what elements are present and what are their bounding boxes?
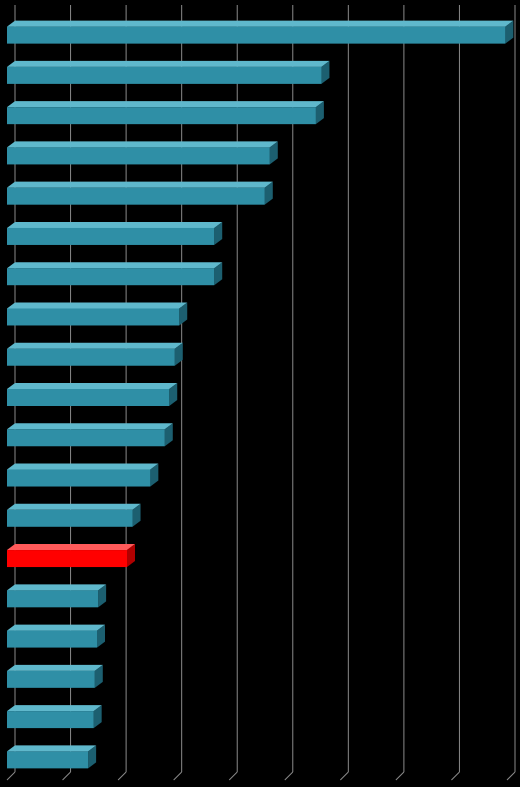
gridline-foot-4 bbox=[228, 771, 238, 781]
bar-top-8 bbox=[7, 302, 188, 309]
bar-top-14 bbox=[7, 544, 135, 551]
bar-16 bbox=[7, 624, 105, 648]
bar-side-10 bbox=[169, 383, 178, 406]
bar-top-6 bbox=[7, 221, 223, 228]
gridline-foot-5 bbox=[284, 771, 294, 781]
bar-14 bbox=[7, 544, 135, 568]
bar-2 bbox=[7, 60, 330, 84]
bar-18 bbox=[7, 705, 102, 729]
bar-19 bbox=[7, 745, 97, 769]
bar-side-14 bbox=[127, 544, 135, 568]
bar-front-3 bbox=[7, 107, 316, 125]
bar-top-12 bbox=[7, 463, 159, 470]
bar-9 bbox=[7, 342, 183, 366]
bar-front-13 bbox=[7, 509, 133, 527]
bar-10 bbox=[7, 383, 178, 406]
bar-front-4 bbox=[7, 147, 270, 165]
gridline-foot-6 bbox=[339, 771, 349, 781]
bar-side-6 bbox=[214, 221, 223, 245]
bar-side-17 bbox=[94, 664, 103, 688]
bar-top-1 bbox=[7, 20, 514, 27]
bars bbox=[7, 20, 514, 769]
bar-side-7 bbox=[214, 262, 223, 286]
bar-front-19 bbox=[7, 751, 89, 769]
bar-front-6 bbox=[7, 227, 215, 245]
bar-front-12 bbox=[7, 469, 151, 487]
bar-front-2 bbox=[7, 66, 322, 84]
bar-top-18 bbox=[7, 705, 102, 712]
bar-12 bbox=[7, 463, 159, 487]
gridline-foot-2 bbox=[117, 771, 127, 781]
bar-4 bbox=[7, 141, 278, 165]
bar-front-9 bbox=[7, 348, 175, 366]
bar-3 bbox=[7, 101, 324, 125]
bar-17 bbox=[7, 664, 103, 688]
bar-front-14 bbox=[7, 550, 127, 568]
bar-top-16 bbox=[7, 624, 105, 631]
bar-side-16 bbox=[97, 624, 105, 648]
bar-side-2 bbox=[321, 60, 330, 84]
bar-side-4 bbox=[269, 141, 278, 165]
bar-11 bbox=[7, 423, 173, 447]
bar-side-18 bbox=[93, 705, 102, 729]
bar-1 bbox=[7, 20, 514, 44]
bar-front-17 bbox=[7, 670, 95, 688]
bar-top-13 bbox=[7, 503, 141, 510]
bar-6 bbox=[7, 221, 223, 245]
bar-front-10 bbox=[7, 389, 170, 406]
bar-front-5 bbox=[7, 187, 265, 205]
bar-side-12 bbox=[150, 463, 159, 487]
bar-front-1 bbox=[7, 26, 506, 44]
bar-side-19 bbox=[88, 745, 97, 769]
bar-top-15 bbox=[7, 584, 107, 591]
bar-top-2 bbox=[7, 60, 330, 67]
gridline-foot-7 bbox=[395, 771, 405, 781]
bar-side-9 bbox=[174, 342, 183, 366]
gridline-foot-3 bbox=[173, 771, 183, 781]
bar-front-18 bbox=[7, 711, 94, 729]
bar-side-3 bbox=[315, 101, 324, 125]
bar-top-9 bbox=[7, 342, 183, 349]
bar-side-8 bbox=[179, 302, 188, 326]
gridline-foot-0 bbox=[6, 771, 16, 781]
bar-15 bbox=[7, 584, 107, 608]
bar-front-11 bbox=[7, 429, 165, 447]
bar-top-11 bbox=[7, 423, 173, 430]
bar-front-7 bbox=[7, 268, 215, 286]
bar-front-8 bbox=[7, 308, 180, 326]
bar-top-19 bbox=[7, 745, 97, 752]
bar-side-15 bbox=[98, 584, 107, 608]
bar-front-15 bbox=[7, 590, 99, 608]
bar-8 bbox=[7, 302, 188, 326]
bar-top-10 bbox=[7, 383, 178, 389]
gridline-foot-1 bbox=[62, 771, 71, 781]
bar-top-3 bbox=[7, 101, 324, 108]
bar-side-11 bbox=[164, 423, 173, 447]
bar-front-16 bbox=[7, 630, 97, 648]
bar-side-13 bbox=[132, 503, 141, 527]
bar-top-5 bbox=[7, 181, 273, 188]
bar-top-17 bbox=[7, 664, 103, 671]
bar-5 bbox=[7, 181, 273, 205]
bar-13 bbox=[7, 503, 141, 527]
bar-7 bbox=[7, 262, 223, 286]
bar-top-7 bbox=[7, 262, 223, 269]
gridline-foot-8 bbox=[451, 771, 460, 781]
gridline-foot-9 bbox=[506, 771, 516, 781]
bar-side-1 bbox=[505, 20, 514, 44]
bar-top-4 bbox=[7, 141, 278, 148]
bar-side-5 bbox=[264, 181, 273, 205]
